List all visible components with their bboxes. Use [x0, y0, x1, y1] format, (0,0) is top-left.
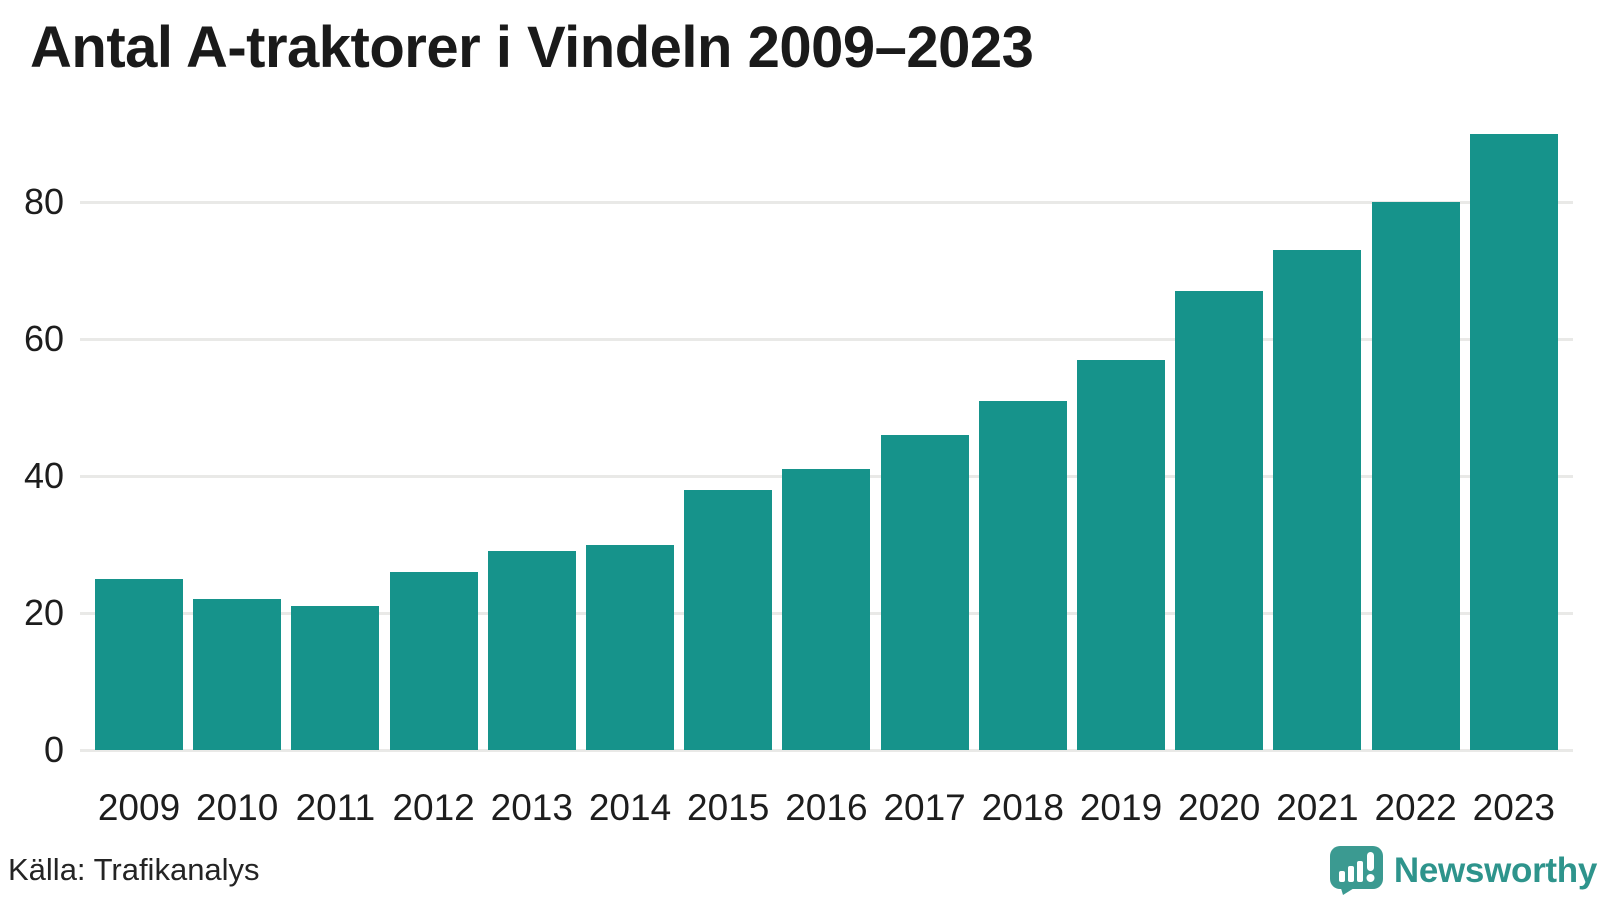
y-gridline-80: [80, 200, 1573, 204]
bar-2012: [389, 571, 478, 750]
bar-2023: [1469, 133, 1558, 750]
bar-2011: [291, 606, 380, 750]
chart-title: Antal A-traktorer i Vindeln 2009–2023: [30, 15, 1034, 80]
x-tick-label-2013: 2013: [490, 787, 573, 828]
bar-2016: [782, 469, 871, 750]
y-gridline-60: [80, 337, 1573, 341]
y-tick-label-80: 80: [23, 181, 64, 222]
x-tick-label-2016: 2016: [785, 787, 868, 828]
x-tick-label-2009: 2009: [97, 787, 181, 828]
y-tick-label-20: 20: [23, 592, 64, 633]
x-tick-label-2012: 2012: [392, 787, 475, 828]
bar-2019: [1077, 359, 1165, 750]
y-tick-label-0: 0: [43, 729, 64, 770]
bar-2010: [193, 599, 282, 750]
newsworthy-logo-icon: [1329, 846, 1383, 895]
source-caption: Källa: Trafikanalys: [8, 852, 260, 887]
bar-2020: [1175, 291, 1264, 750]
x-tick-label-2010: 2010: [196, 787, 279, 828]
y-gridline-0: [80, 748, 1573, 752]
newsworthy-logo: Newsworthy: [1329, 845, 1597, 896]
bar-2014: [586, 544, 674, 750]
x-tick-label-2021: 2021: [1276, 787, 1359, 828]
x-tick-label-2019: 2019: [1079, 787, 1163, 828]
bar-2022: [1371, 202, 1460, 750]
x-tick-label-2015: 2015: [687, 787, 770, 828]
newsworthy-logo-text: Newsworthy: [1393, 850, 1597, 890]
x-tick-label-2022: 2022: [1374, 787, 1457, 828]
y-tick-label-60: 60: [23, 318, 64, 359]
bar-2021: [1273, 249, 1362, 750]
bar-2013: [487, 551, 576, 750]
x-tick-label-2023: 2023: [1472, 787, 1555, 828]
x-tick-label-2011: 2011: [295, 787, 376, 828]
y-tick-label-40: 40: [23, 455, 64, 496]
x-tick-label-2014: 2014: [588, 787, 672, 828]
plot-area: 0 20 40 60 80: [24, 133, 1573, 770]
bar-2018: [978, 400, 1067, 750]
x-tick-label-2017: 2017: [883, 787, 966, 828]
bar-2017: [880, 434, 969, 750]
bar-2009: [95, 578, 183, 750]
x-tick-label-2020: 2020: [1178, 787, 1261, 828]
x-tick-label-2018: 2018: [981, 787, 1064, 828]
bar-2015: [684, 489, 773, 750]
